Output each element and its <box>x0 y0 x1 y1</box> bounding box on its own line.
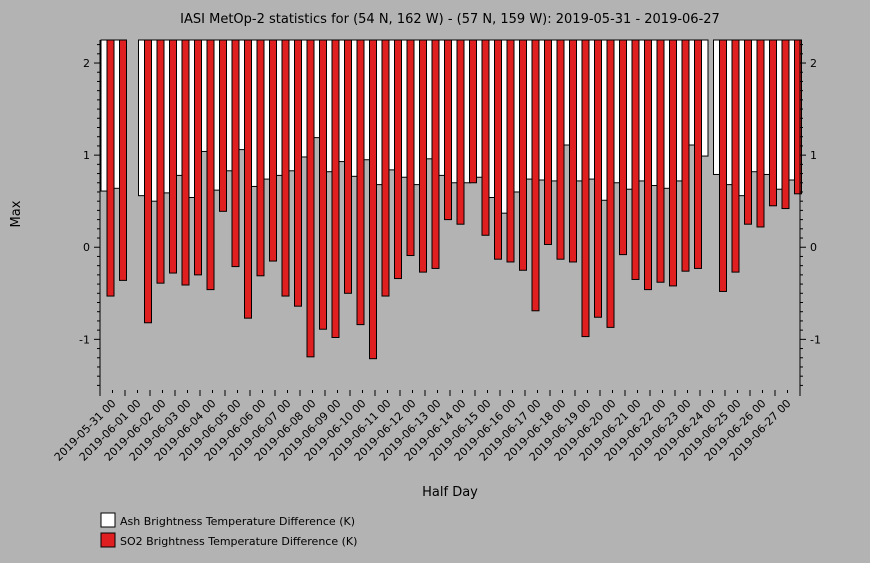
legend: Ash Brightness Temperature Difference (K… <box>100 512 357 548</box>
legend-swatch-ash <box>100 512 116 528</box>
so2-bar-34 <box>531 39 540 312</box>
so2-bar-32 <box>506 39 515 263</box>
so2-bar-49 <box>719 39 727 292</box>
so2-bar-8 <box>206 39 215 291</box>
so2-bar-44 <box>656 39 665 283</box>
so2-bar-22 <box>381 39 390 297</box>
so2-bar-0 <box>106 39 115 297</box>
bars <box>100 39 802 360</box>
so2-bar-35 <box>544 39 552 245</box>
so2-bar-17 <box>319 39 327 330</box>
so2-bar-10 <box>231 39 240 268</box>
so2-bar-40 <box>606 39 615 328</box>
so2-bar-47 <box>694 39 702 269</box>
so2-bar-41 <box>619 39 627 256</box>
so2-bar-51 <box>744 39 752 225</box>
y-tick-label-left: 2 <box>83 57 90 70</box>
so2-bar-39 <box>594 39 602 318</box>
chart-title: IASI MetOp-2 statistics for (54 N, 162 W… <box>180 12 720 27</box>
y-tick-label-right: 1 <box>810 149 817 162</box>
so2-bar-54 <box>781 39 790 210</box>
legend-swatch-so2 <box>100 532 116 548</box>
so2-bar-26 <box>431 39 440 269</box>
so2-bar-46 <box>681 39 690 272</box>
y-tick-label-right: -1 <box>810 333 821 346</box>
so2-bar-20 <box>356 39 365 326</box>
so2-bar-18 <box>331 39 340 338</box>
so2-bar-27 <box>444 39 452 221</box>
so2-bar-19 <box>344 39 352 294</box>
so2-bar-25 <box>419 39 427 273</box>
so2-bar-43 <box>644 39 652 291</box>
so2-bar-28 <box>456 39 465 225</box>
so2-bar-52 <box>756 39 765 228</box>
so2-bar-24 <box>406 39 415 257</box>
so2-bar-50 <box>731 39 740 273</box>
y-tick-label-left: 0 <box>83 241 90 254</box>
y-tick-label-right: 0 <box>810 241 817 254</box>
so2-bar-15 <box>294 39 302 307</box>
so2-bar-29 <box>469 39 477 184</box>
so2-bar-33 <box>519 39 527 271</box>
so2-bar-9 <box>219 39 227 212</box>
so2-bar-23 <box>394 39 402 280</box>
so2-bar-7 <box>194 39 202 276</box>
so2-bar-21 <box>369 39 377 360</box>
so2-bar-16 <box>306 39 315 358</box>
so2-bar-12 <box>256 39 265 277</box>
y-tick-label-right: 2 <box>810 57 817 70</box>
so2-bar-5 <box>169 39 177 274</box>
so2-bar-13 <box>269 39 277 262</box>
so2-bar-38 <box>581 39 590 338</box>
so2-bar-55 <box>794 39 802 195</box>
so2-bar-53 <box>769 39 777 207</box>
so2-bar-36 <box>556 39 565 260</box>
legend-label-ash: Ash Brightness Temperature Difference (K… <box>120 515 355 528</box>
so2-bar-3 <box>144 39 152 324</box>
so2-bar-37 <box>569 39 577 263</box>
so2-bar-11 <box>244 39 252 319</box>
x-axis-label: Half Day <box>422 485 478 500</box>
so2-bar-42 <box>631 39 640 280</box>
y-tick-label-left: 1 <box>83 149 90 162</box>
ash-bar-48 <box>700 39 709 157</box>
so2-bar-30 <box>481 39 490 236</box>
so2-bar-31 <box>494 39 502 260</box>
so2-bar-6 <box>181 39 190 286</box>
y-tick-label-left: -1 <box>79 333 90 346</box>
so2-bar-1 <box>119 39 127 281</box>
axes: -1 -1 0 0 1 1 2 2 <box>79 40 821 390</box>
so2-bar-4 <box>156 39 165 284</box>
y-axis-label: Max <box>9 200 24 227</box>
legend-label-so2: SO2 Brightness Temperature Difference (K… <box>120 535 357 548</box>
so2-bar-45 <box>669 39 677 287</box>
so2-bar-14 <box>281 39 290 297</box>
